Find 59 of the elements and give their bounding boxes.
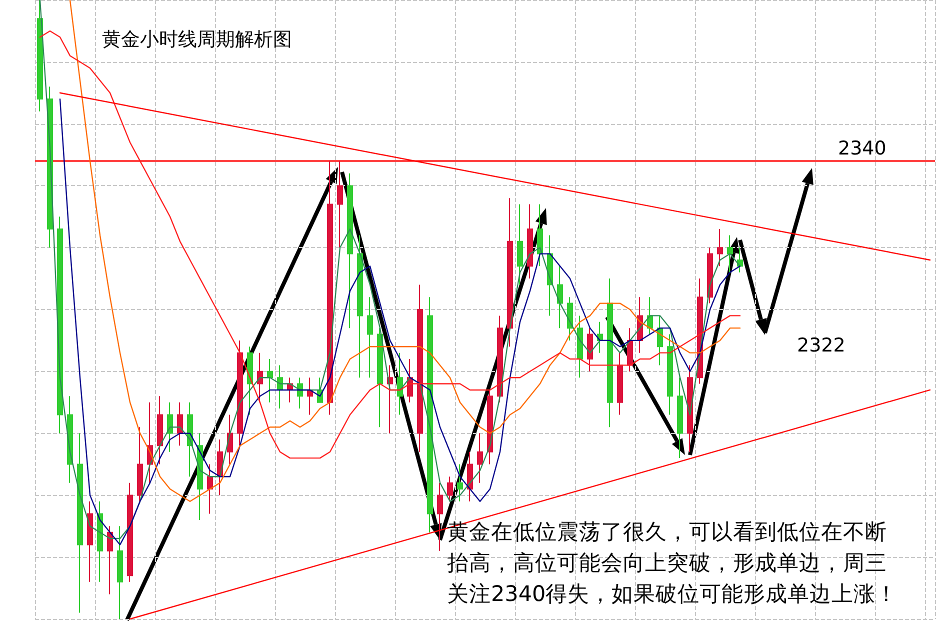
candlestick <box>207 464 213 514</box>
candlestick <box>167 402 173 452</box>
candlestick <box>487 389 493 465</box>
annotation: 黄金在低位震荡了很久，可以看到低位在不断抬高，高位可能会向上突破，形成单边，周三关注2340得失，如果破位可能形成单边上涨！ <box>447 520 898 607</box>
candlestick <box>257 352 263 403</box>
candlestick <box>517 204 523 286</box>
candlestick <box>397 352 403 416</box>
candlestick <box>727 234 733 273</box>
candlestick <box>537 204 543 267</box>
candlestick <box>677 377 683 459</box>
annotation: 2340 <box>838 138 886 160</box>
candlestick <box>627 328 633 372</box>
text: 黄金小时线周期解析图 <box>102 28 292 50</box>
candlestick <box>377 328 383 428</box>
candlestick <box>667 334 673 416</box>
candlestick <box>527 204 533 280</box>
candlestick <box>557 266 563 329</box>
candlestick <box>437 482 443 552</box>
candlestick <box>657 315 663 366</box>
candlestick <box>447 476 453 502</box>
candlestick <box>237 340 243 446</box>
candlestick <box>107 526 113 595</box>
candlestick <box>57 216 63 434</box>
candlestick <box>457 464 463 502</box>
candlestick <box>427 296 433 533</box>
candlestick <box>337 160 343 248</box>
candlestick <box>367 296 373 378</box>
candlestick <box>307 377 313 416</box>
candlestick <box>687 364 693 452</box>
candlestick <box>267 358 273 403</box>
candlestick <box>577 315 583 378</box>
candlestick <box>77 432 83 614</box>
candlestick <box>357 234 363 378</box>
candlestick <box>707 247 713 304</box>
candlestick <box>607 278 613 428</box>
candlestick <box>507 198 513 348</box>
candlestick <box>467 451 473 502</box>
candlestick <box>327 160 333 416</box>
candlestick <box>347 172 353 329</box>
candlestick <box>417 284 423 452</box>
candlestick <box>717 228 723 267</box>
candlestick <box>497 315 503 403</box>
candlestick <box>177 402 183 446</box>
annotation: 2322 <box>797 334 846 356</box>
candlestick <box>587 328 593 372</box>
candlestick <box>297 377 303 410</box>
candlestick <box>477 432 483 484</box>
candlestick <box>97 500 103 582</box>
candlestick <box>87 500 93 582</box>
candlestick <box>197 432 203 520</box>
candlestick <box>37 0 43 112</box>
candlestick <box>137 426 143 502</box>
candlestick <box>597 321 603 354</box>
candlestick <box>117 526 123 620</box>
candlestick <box>157 396 163 465</box>
candlestick <box>247 346 253 416</box>
candlestick <box>567 296 573 341</box>
candlestick <box>617 352 623 416</box>
candlestick <box>127 482 133 582</box>
